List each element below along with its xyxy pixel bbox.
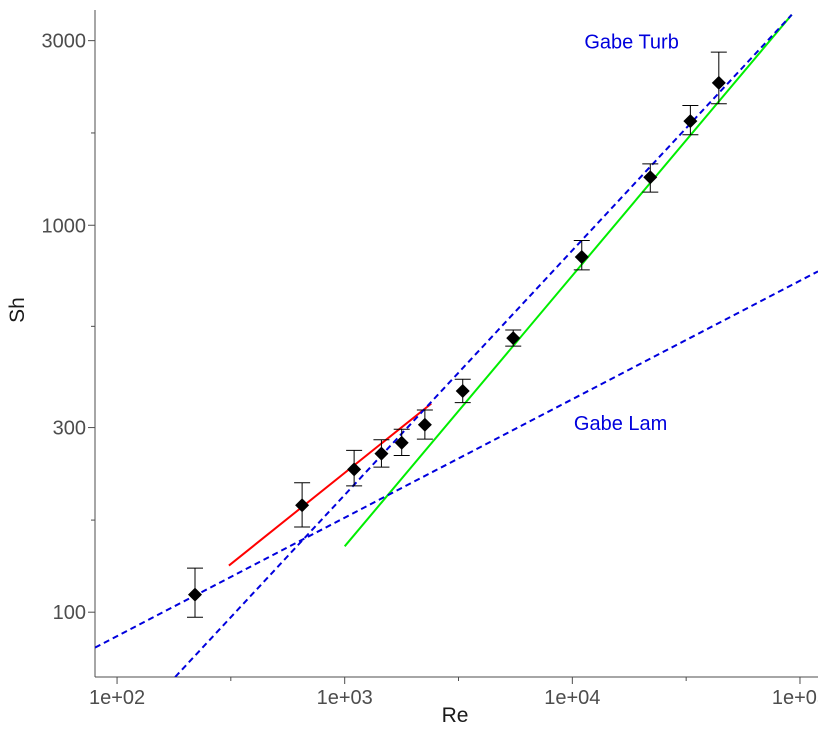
plot-area xyxy=(94,10,818,678)
data-point xyxy=(710,51,727,105)
data-points xyxy=(187,51,727,618)
data-point xyxy=(416,409,433,440)
y-tick-label: 100 xyxy=(53,602,86,624)
fit-line-2 xyxy=(343,14,793,547)
data-marker xyxy=(455,383,470,398)
data-marker xyxy=(643,170,658,185)
data-point xyxy=(505,329,522,347)
y-tick-label: 300 xyxy=(53,418,86,440)
fit-lines xyxy=(95,14,818,677)
data-marker xyxy=(574,249,589,264)
data-point xyxy=(682,104,699,136)
data-marker xyxy=(347,462,362,477)
y-axis-title: Sh xyxy=(6,297,29,323)
data-marker xyxy=(188,587,203,602)
data-marker xyxy=(394,435,409,450)
data-point xyxy=(642,163,659,193)
x-tick-label: 1e+02 xyxy=(89,687,145,709)
x-tick-label: 1e+05 xyxy=(772,687,818,709)
data-marker xyxy=(417,417,432,432)
data-marker xyxy=(711,75,726,90)
annotation-gabe-lam: Gabe Lam xyxy=(574,413,667,435)
data-marker xyxy=(683,114,698,129)
fit-line-3 xyxy=(95,270,818,649)
data-point xyxy=(187,567,204,618)
y-tick-label: 1000 xyxy=(42,215,87,237)
x-tick-label: 1e+03 xyxy=(317,687,373,709)
data-marker xyxy=(374,446,389,461)
data-point xyxy=(294,482,311,528)
y-tick-label: 3000 xyxy=(42,31,87,53)
annotations: Gabe Turb Gabe Lam xyxy=(574,32,679,435)
data-point xyxy=(454,378,471,404)
data-point xyxy=(393,428,410,457)
data-point xyxy=(346,449,363,487)
fit-line-4 xyxy=(174,14,793,677)
data-marker xyxy=(506,331,521,346)
fit-line-1 xyxy=(228,402,432,567)
x-axis-title: Re xyxy=(442,704,469,727)
x-axis: 1e+02 1e+03 1e+04 1e+05 xyxy=(89,677,818,709)
x-tick-label: 1e+04 xyxy=(544,687,600,709)
data-point xyxy=(373,439,390,468)
y-axis: 100 300 1000 3000 xyxy=(42,31,95,624)
data-marker xyxy=(295,498,310,513)
annotation-gabe-turb: Gabe Turb xyxy=(584,32,679,54)
data-point xyxy=(573,240,590,271)
